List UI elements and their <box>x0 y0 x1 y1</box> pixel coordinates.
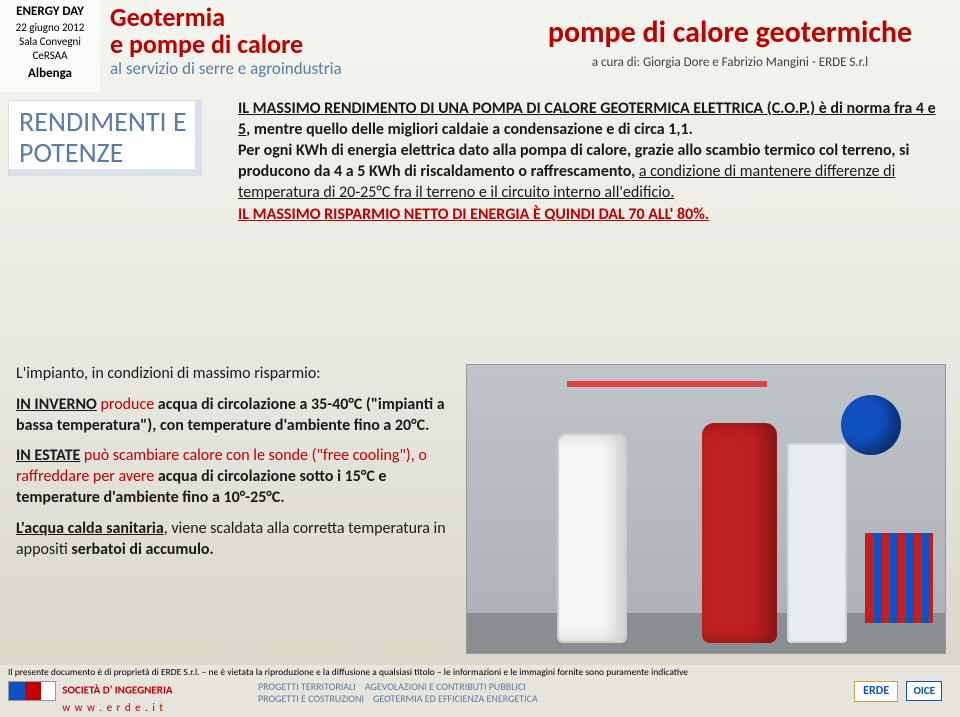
logo-oice: OICE <box>906 681 942 701</box>
footer-col3: ERDE OICE <box>678 681 952 715</box>
lower-p1: IN INVERNO produce acqua di circolazione… <box>16 395 456 437</box>
section-line2: POTENZE <box>19 138 187 169</box>
event-box: ENERGY DAY 22 giugno 2012 Sala Convegni … <box>0 0 100 92</box>
main-p1b: , mentre quello delle migliori caldaie a… <box>246 120 693 139</box>
event-org: CeRSAA <box>6 49 94 63</box>
title-right-line1: pompe di calore geotermiche <box>500 14 960 51</box>
lower-p1a: IN INVERNO <box>16 395 97 414</box>
event-date: 22 giugno 2012 <box>6 21 94 35</box>
title-right: pompe di calore geotermiche a cura di: G… <box>500 0 960 92</box>
footer: Il presente documento è di proprietà di … <box>0 665 960 717</box>
section-label: RENDIMENTI E POTENZE <box>8 100 202 176</box>
main-p2: Per ogni KWh di energia elettrica dato a… <box>238 140 942 203</box>
main-p3-text: IL MASSIMO RISPARMIO NETTO DI ENERGIA È … <box>238 205 709 224</box>
event-hall: Sala Convegni <box>6 35 94 49</box>
lower-p3c: serbatoi di accumulo. <box>71 540 213 559</box>
event-title: ENERGY DAY <box>6 4 94 21</box>
main-text: IL MASSIMO RENDIMENTO DI UNA POMPA DI CA… <box>238 98 942 225</box>
footer-row: SOCIETÀ D' INGEGNERIA w w w . e r d e . … <box>8 681 952 715</box>
title-right-line2: a cura di: Giorgia Dore e Fabrizio Mangi… <box>500 55 960 70</box>
title-line2: e pompe di calore <box>110 31 490 58</box>
main-p3: IL MASSIMO RISPARMIO NETTO DI ENERGIA È … <box>238 204 942 225</box>
lower-p1b: produce <box>97 395 158 414</box>
footer-srv4: GEOTERMIA ED EFFICIENZA ENERGETICA <box>373 692 538 705</box>
footer-srv1: PROGETTI TERRITORIALI <box>258 680 356 693</box>
logo-erde: ERDE <box>854 681 898 702</box>
event-location: Albenga <box>6 66 94 83</box>
footer-col1: SOCIETÀ D' INGEGNERIA w w w . e r d e . … <box>8 681 258 715</box>
lower-p3a: L'acqua calda sanitaria <box>16 519 164 538</box>
equipment-photo <box>466 364 946 654</box>
photo-white-tank <box>557 433 627 643</box>
footer-srv2: AGEVOLAZIONI E CONTRIBUTI PUBBLICI <box>365 680 526 693</box>
footer-srv3: PROGETTI E COSTRUZIONI <box>258 692 364 705</box>
footer-disclaimer: Il presente documento è di proprietà di … <box>8 667 952 679</box>
lower-p3: L'acqua calda sanitaria, viene scaldata … <box>16 519 456 561</box>
lower-p2a: IN ESTATE <box>16 446 80 465</box>
main-p1: IL MASSIMO RENDIMENTO DI UNA POMPA DI CA… <box>238 98 942 140</box>
lower-intro: L'impianto, in condizioni di massimo ris… <box>16 364 456 385</box>
title-mid: Geotermia e pompe di calore al servizio … <box>100 0 500 92</box>
footer-col2: PROGETTI TERRITORIALI AGEVOLAZIONI E CON… <box>258 681 678 715</box>
logo-small-icon <box>8 681 56 701</box>
photo-red-tank <box>702 423 777 643</box>
lower-p2: IN ESTATE può scambiare calore con le so… <box>16 446 456 508</box>
photo-manifold <box>865 533 933 623</box>
footer-website: w w w . e r d e . i t <box>62 701 164 714</box>
photo-panel <box>787 443 847 643</box>
header-bar: ENERGY DAY 22 giugno 2012 Sala Convegni … <box>0 0 960 92</box>
lower-block: L'impianto, in condizioni di massimo ris… <box>16 364 456 570</box>
title-line3: al servizio di serre e agroindustria <box>110 59 490 79</box>
footer-company: SOCIETÀ D' INGEGNERIA <box>62 683 172 696</box>
photo-expansion-vessel <box>841 395 901 455</box>
photo-pipe <box>567 381 767 387</box>
title-line1: Geotermia <box>110 4 490 31</box>
section-line1: RENDIMENTI E <box>19 107 187 138</box>
